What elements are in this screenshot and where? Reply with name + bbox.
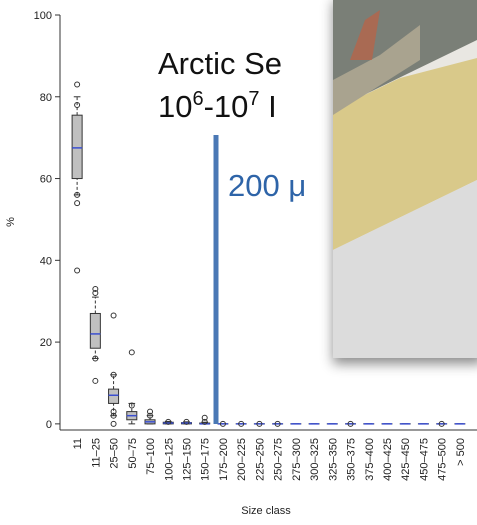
x-tick-label: 11: [72, 438, 84, 449]
box: [109, 389, 119, 403]
y-axis-label: %: [5, 217, 17, 227]
overlay-text: I: [260, 89, 277, 124]
x-tick-label: 475–500: [437, 438, 449, 481]
x-tick-label: 25–50: [109, 438, 121, 469]
y-tick-label: 60: [40, 174, 52, 186]
x-tick-label: 200–225: [236, 438, 248, 481]
outlier: [111, 421, 116, 426]
x-axis-label: Size class: [241, 505, 291, 517]
x-tick-label: 450–475: [418, 438, 430, 481]
x-tick-label: 400–425: [382, 438, 394, 481]
x-tick-label: 250–275: [273, 438, 285, 481]
overlay-line2: 106-107 I: [158, 88, 277, 124]
x-tick-label: 75–100: [145, 438, 157, 475]
x-tick-label: 375–400: [364, 438, 376, 481]
y-tick-label: 80: [40, 92, 52, 104]
box: [90, 313, 100, 348]
y-tick-label: 100: [34, 10, 52, 22]
outlier: [75, 82, 80, 87]
x-tick-label: 11–25: [90, 438, 102, 468]
outlier: [129, 350, 134, 355]
box: [72, 115, 82, 178]
overlay-text: 7: [248, 88, 259, 110]
overlay-text: 10: [158, 89, 192, 124]
x-tick-label: 225–250: [254, 438, 266, 481]
x-tick-label: 350–375: [346, 438, 358, 481]
x-tick-label: 100–125: [163, 438, 175, 481]
x-tick-label: > 500: [455, 438, 467, 466]
overlay-line1: Arctic Se: [158, 46, 282, 81]
x-tick-label: 175–200: [218, 438, 230, 481]
outlier: [93, 378, 98, 383]
overlay-text: -10: [204, 89, 249, 124]
y-tick-label: 0: [46, 419, 52, 431]
x-tick-label: 125–150: [181, 438, 193, 481]
outlier: [75, 201, 80, 206]
outlier: [111, 313, 116, 318]
x-tick-label: 150–175: [200, 438, 212, 481]
y-tick-label: 40: [40, 255, 52, 267]
x-tick-label: 50–75: [127, 438, 139, 469]
x-tick-label: 425–450: [400, 438, 412, 481]
overlay-line3: 200 μ: [228, 168, 306, 203]
y-tick-label: 20: [40, 337, 52, 349]
x-tick-label: 300–325: [309, 438, 321, 481]
overlay-image: [333, 0, 477, 358]
outlier: [75, 268, 80, 273]
x-tick-label: 325–350: [327, 438, 339, 481]
x-tick-label: 275–300: [291, 438, 303, 481]
overlay-text: 6: [192, 88, 203, 110]
